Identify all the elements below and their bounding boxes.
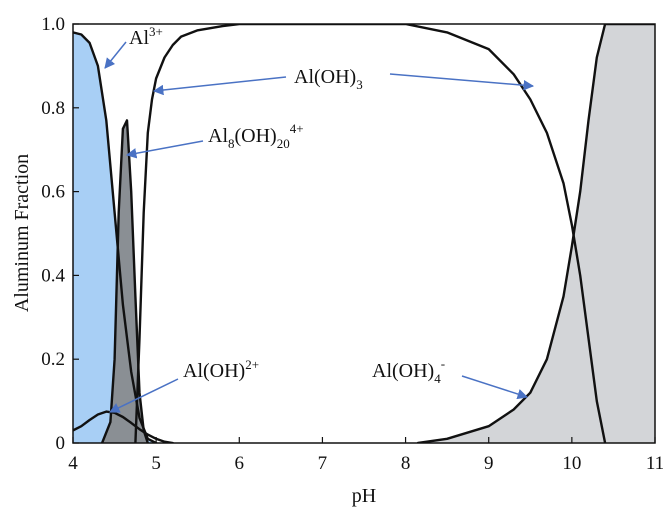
area-al-oh-4	[418, 24, 655, 443]
y-tick-label: 0.8	[41, 98, 65, 119]
svg-text:Al(OH)4-: Al(OH)4-	[372, 356, 445, 386]
line-al-oh-3	[134, 24, 607, 443]
x-tick-label: 4	[68, 453, 78, 474]
y-tick-label: 0.4	[41, 265, 65, 286]
y-tick-label: 0.6	[41, 182, 65, 203]
y-tick-label: 0.2	[41, 349, 65, 370]
x-tick-label: 5	[151, 453, 161, 474]
y-axis-label: Aluminum Fraction	[11, 154, 33, 312]
y-tick-label: 0	[56, 433, 66, 454]
annotation-aloh4: Al(OH)4-	[372, 356, 528, 400]
svg-text:Al(OH)3: Al(OH)3	[294, 66, 363, 92]
x-axis-label: pH	[352, 485, 376, 507]
svg-text:Al8(OH)204+: Al8(OH)204+	[208, 121, 304, 151]
x-tick-label: 6	[235, 453, 245, 474]
area-al3	[73, 32, 157, 443]
x-axis-ticks: 4 5 6 7 8 9 10 11	[68, 437, 663, 474]
annotation-al3: Al3+	[104, 24, 163, 69]
annotation-aloh2: Al(OH)2+	[109, 357, 259, 413]
y-tick-label: 1.0	[41, 14, 65, 35]
line-al-oh-4	[416, 24, 655, 443]
x-tick-label: 11	[646, 453, 663, 474]
line-al8-oh-20-4	[100, 119, 149, 443]
x-tick-label: 7	[318, 453, 328, 474]
x-tick-label: 9	[484, 453, 494, 474]
svg-text:Al3+: Al3+	[129, 24, 163, 49]
x-tick-label: 10	[562, 453, 581, 474]
area-al8-oh-20-4	[102, 120, 148, 443]
plot-frame	[72, 23, 656, 444]
y-axis-ticks: 0 0.2 0.4 0.6 0.8 1.0	[41, 14, 79, 454]
filled-areas	[73, 24, 655, 443]
svg-text:Al(OH)2+: Al(OH)2+	[183, 357, 259, 382]
annotation-aloh3: Al(OH)3	[152, 66, 535, 96]
annotation-al8: Al8(OH)204+	[125, 121, 304, 159]
x-tick-label: 8	[401, 453, 411, 474]
